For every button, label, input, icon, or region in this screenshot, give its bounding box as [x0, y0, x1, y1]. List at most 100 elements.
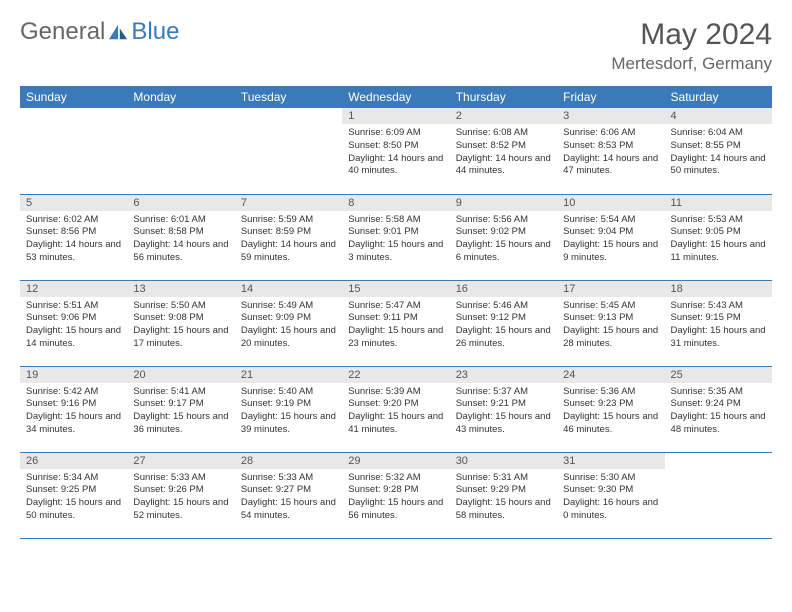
- calendar-day-cell: [235, 108, 342, 194]
- weekday-header: Friday: [557, 86, 664, 108]
- calendar-week-row: 5Sunrise: 6:02 AMSunset: 8:56 PMDaylight…: [20, 194, 772, 280]
- day-details: Sunrise: 6:02 AMSunset: 8:56 PMDaylight:…: [20, 211, 127, 270]
- calendar-week-row: 26Sunrise: 5:34 AMSunset: 9:25 PMDayligh…: [20, 452, 772, 538]
- calendar-day-cell: 26Sunrise: 5:34 AMSunset: 9:25 PMDayligh…: [20, 452, 127, 538]
- calendar-day-cell: 27Sunrise: 5:33 AMSunset: 9:26 PMDayligh…: [127, 452, 234, 538]
- day-number: 26: [20, 453, 127, 469]
- calendar-day-cell: 5Sunrise: 6:02 AMSunset: 8:56 PMDaylight…: [20, 194, 127, 280]
- calendar-day-cell: 31Sunrise: 5:30 AMSunset: 9:30 PMDayligh…: [557, 452, 664, 538]
- day-number: 9: [450, 195, 557, 211]
- day-number: 1: [342, 108, 449, 124]
- day-details: Sunrise: 5:35 AMSunset: 9:24 PMDaylight:…: [665, 383, 772, 442]
- day-number: 14: [235, 281, 342, 297]
- calendar-day-cell: 7Sunrise: 5:59 AMSunset: 8:59 PMDaylight…: [235, 194, 342, 280]
- calendar-day-cell: 8Sunrise: 5:58 AMSunset: 9:01 PMDaylight…: [342, 194, 449, 280]
- calendar-day-cell: 25Sunrise: 5:35 AMSunset: 9:24 PMDayligh…: [665, 366, 772, 452]
- day-details: Sunrise: 5:32 AMSunset: 9:28 PMDaylight:…: [342, 469, 449, 528]
- day-details: Sunrise: 5:54 AMSunset: 9:04 PMDaylight:…: [557, 211, 664, 270]
- weekday-header: Monday: [127, 86, 234, 108]
- calendar-day-cell: 4Sunrise: 6:04 AMSunset: 8:55 PMDaylight…: [665, 108, 772, 194]
- calendar-day-cell: 11Sunrise: 5:53 AMSunset: 9:05 PMDayligh…: [665, 194, 772, 280]
- calendar-week-row: 19Sunrise: 5:42 AMSunset: 9:16 PMDayligh…: [20, 366, 772, 452]
- day-details: Sunrise: 5:51 AMSunset: 9:06 PMDaylight:…: [20, 297, 127, 356]
- day-number: 15: [342, 281, 449, 297]
- day-details: Sunrise: 5:56 AMSunset: 9:02 PMDaylight:…: [450, 211, 557, 270]
- day-details: Sunrise: 5:58 AMSunset: 9:01 PMDaylight:…: [342, 211, 449, 270]
- calendar-day-cell: 22Sunrise: 5:39 AMSunset: 9:20 PMDayligh…: [342, 366, 449, 452]
- day-number: 24: [557, 367, 664, 383]
- brand-text-2: Blue: [131, 18, 179, 46]
- calendar-day-cell: 12Sunrise: 5:51 AMSunset: 9:06 PMDayligh…: [20, 280, 127, 366]
- day-number: 19: [20, 367, 127, 383]
- page-header: General Blue May 2024 Mertesdorf, German…: [20, 18, 772, 74]
- brand-text-1: General: [20, 18, 105, 46]
- day-details: Sunrise: 5:45 AMSunset: 9:13 PMDaylight:…: [557, 297, 664, 356]
- day-number: 13: [127, 281, 234, 297]
- weekday-header-row: Sunday Monday Tuesday Wednesday Thursday…: [20, 86, 772, 108]
- weekday-header: Sunday: [20, 86, 127, 108]
- day-details: Sunrise: 5:41 AMSunset: 9:17 PMDaylight:…: [127, 383, 234, 442]
- day-details: Sunrise: 5:49 AMSunset: 9:09 PMDaylight:…: [235, 297, 342, 356]
- day-number: 21: [235, 367, 342, 383]
- day-details: Sunrise: 5:47 AMSunset: 9:11 PMDaylight:…: [342, 297, 449, 356]
- calendar-body: 1Sunrise: 6:09 AMSunset: 8:50 PMDaylight…: [20, 108, 772, 538]
- day-number: 3: [557, 108, 664, 124]
- calendar-day-cell: 24Sunrise: 5:36 AMSunset: 9:23 PMDayligh…: [557, 366, 664, 452]
- day-number: 31: [557, 453, 664, 469]
- calendar-day-cell: 29Sunrise: 5:32 AMSunset: 9:28 PMDayligh…: [342, 452, 449, 538]
- day-number: 5: [20, 195, 127, 211]
- calendar-day-cell: 3Sunrise: 6:06 AMSunset: 8:53 PMDaylight…: [557, 108, 664, 194]
- day-details: Sunrise: 6:04 AMSunset: 8:55 PMDaylight:…: [665, 124, 772, 183]
- calendar-week-row: 1Sunrise: 6:09 AMSunset: 8:50 PMDaylight…: [20, 108, 772, 194]
- day-number: 12: [20, 281, 127, 297]
- calendar-day-cell: [20, 108, 127, 194]
- day-number: 8: [342, 195, 449, 211]
- calendar-day-cell: 28Sunrise: 5:33 AMSunset: 9:27 PMDayligh…: [235, 452, 342, 538]
- day-number: 2: [450, 108, 557, 124]
- day-number: 11: [665, 195, 772, 211]
- day-number: 20: [127, 367, 234, 383]
- day-details: Sunrise: 5:37 AMSunset: 9:21 PMDaylight:…: [450, 383, 557, 442]
- calendar-day-cell: 19Sunrise: 5:42 AMSunset: 9:16 PMDayligh…: [20, 366, 127, 452]
- day-details: Sunrise: 5:36 AMSunset: 9:23 PMDaylight:…: [557, 383, 664, 442]
- day-number: 30: [450, 453, 557, 469]
- calendar-day-cell: 15Sunrise: 5:47 AMSunset: 9:11 PMDayligh…: [342, 280, 449, 366]
- weekday-header: Saturday: [665, 86, 772, 108]
- day-details: Sunrise: 5:39 AMSunset: 9:20 PMDaylight:…: [342, 383, 449, 442]
- calendar-day-cell: 1Sunrise: 6:09 AMSunset: 8:50 PMDaylight…: [342, 108, 449, 194]
- day-number: 16: [450, 281, 557, 297]
- day-details: Sunrise: 5:30 AMSunset: 9:30 PMDaylight:…: [557, 469, 664, 528]
- day-details: Sunrise: 5:31 AMSunset: 9:29 PMDaylight:…: [450, 469, 557, 528]
- brand-logo: General Blue: [20, 18, 179, 46]
- calendar-day-cell: 6Sunrise: 6:01 AMSunset: 8:58 PMDaylight…: [127, 194, 234, 280]
- day-number: 28: [235, 453, 342, 469]
- month-title: May 2024: [611, 18, 772, 52]
- day-details: Sunrise: 5:53 AMSunset: 9:05 PMDaylight:…: [665, 211, 772, 270]
- title-block: May 2024 Mertesdorf, Germany: [611, 18, 772, 74]
- calendar-day-cell: 10Sunrise: 5:54 AMSunset: 9:04 PMDayligh…: [557, 194, 664, 280]
- day-details: Sunrise: 5:34 AMSunset: 9:25 PMDaylight:…: [20, 469, 127, 528]
- day-details: Sunrise: 6:01 AMSunset: 8:58 PMDaylight:…: [127, 211, 234, 270]
- location-subtitle: Mertesdorf, Germany: [611, 54, 772, 74]
- calendar-day-cell: 30Sunrise: 5:31 AMSunset: 9:29 PMDayligh…: [450, 452, 557, 538]
- day-number: 29: [342, 453, 449, 469]
- calendar-day-cell: 2Sunrise: 6:08 AMSunset: 8:52 PMDaylight…: [450, 108, 557, 194]
- weekday-header: Thursday: [450, 86, 557, 108]
- day-number: 25: [665, 367, 772, 383]
- day-details: Sunrise: 5:46 AMSunset: 9:12 PMDaylight:…: [450, 297, 557, 356]
- day-details: Sunrise: 5:33 AMSunset: 9:26 PMDaylight:…: [127, 469, 234, 528]
- calendar-day-cell: [127, 108, 234, 194]
- day-number: 18: [665, 281, 772, 297]
- day-number: 10: [557, 195, 664, 211]
- calendar-day-cell: 14Sunrise: 5:49 AMSunset: 9:09 PMDayligh…: [235, 280, 342, 366]
- day-number: 27: [127, 453, 234, 469]
- day-number: 22: [342, 367, 449, 383]
- calendar-day-cell: 18Sunrise: 5:43 AMSunset: 9:15 PMDayligh…: [665, 280, 772, 366]
- calendar-day-cell: 13Sunrise: 5:50 AMSunset: 9:08 PMDayligh…: [127, 280, 234, 366]
- day-details: Sunrise: 5:40 AMSunset: 9:19 PMDaylight:…: [235, 383, 342, 442]
- calendar-day-cell: 21Sunrise: 5:40 AMSunset: 9:19 PMDayligh…: [235, 366, 342, 452]
- calendar-week-row: 12Sunrise: 5:51 AMSunset: 9:06 PMDayligh…: [20, 280, 772, 366]
- day-number: 6: [127, 195, 234, 211]
- day-number: 7: [235, 195, 342, 211]
- calendar-table: Sunday Monday Tuesday Wednesday Thursday…: [20, 86, 772, 539]
